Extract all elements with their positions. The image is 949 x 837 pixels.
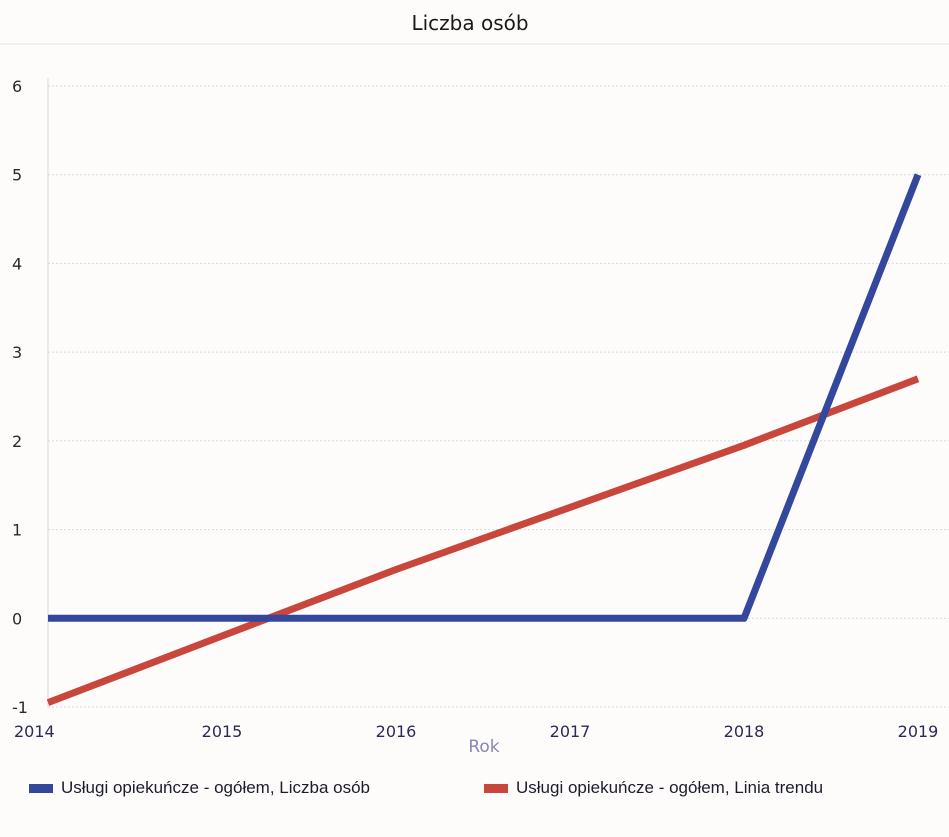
chart-title: Liczba osób [411, 11, 528, 35]
y-tick-label: 3 [12, 343, 22, 362]
x-tick-label: 2017 [550, 722, 591, 741]
legend-swatch-series-0 [29, 783, 53, 793]
series-line-0[interactable] [48, 173, 922, 622]
x-tick-label: 2019 [898, 722, 939, 741]
legend-swatch-series-1 [484, 783, 508, 793]
x-tick-label: 2014 [14, 722, 55, 741]
legend-item-series-0[interactable]: Usługi opiekuńcze - ogółem, Liczba osób [29, 778, 370, 798]
x-tick-label: 2015 [202, 722, 243, 741]
x-tick-label: 2018 [724, 722, 765, 741]
series-lines [46, 173, 922, 706]
x-axis: 2014 2015 2016 2017 2018 2019 [14, 722, 938, 741]
y-tick-label: 6 [12, 77, 22, 96]
legend-item-series-1[interactable]: Usługi opiekuńcze - ogółem, Linia trendu [484, 778, 823, 798]
y-tick-label: -1 [12, 698, 28, 717]
x-axis-title: Rok [468, 737, 499, 757]
legend: Usługi opiekuńcze - ogółem, Liczba osób … [0, 778, 949, 818]
y-tick-label: 0 [12, 609, 22, 628]
y-tick-label: 2 [12, 432, 22, 451]
series-line-1[interactable] [46, 375, 920, 706]
y-tick-label: 5 [12, 166, 22, 185]
x-tick-label: 2016 [376, 722, 417, 741]
y-tick-label: 4 [12, 254, 22, 273]
legend-label-series-1: Usługi opiekuńcze - ogółem, Linia trendu [516, 778, 824, 797]
y-axis: -1 0 1 2 3 4 5 6 [12, 77, 49, 717]
legend-label-series-0: Usługi opiekuńcze - ogółem, Liczba osób [61, 778, 371, 797]
y-tick-label: 1 [12, 521, 22, 540]
grid-lines [48, 85, 949, 708]
